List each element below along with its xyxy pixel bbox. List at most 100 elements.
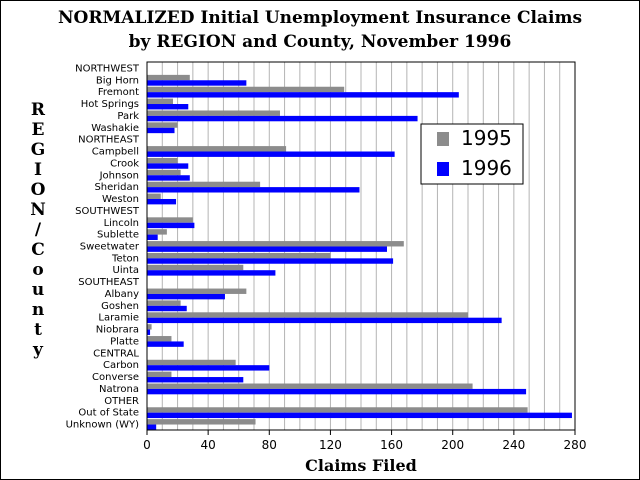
x-tick-label: 200 xyxy=(441,438,464,452)
x-tick-label: 280 xyxy=(564,438,587,452)
category-label: Sheridan xyxy=(94,182,139,193)
bar-1996-big-horn xyxy=(147,80,247,86)
chart-title-line2: by REGION and County, November 1996 xyxy=(128,32,512,52)
category-label: Albany xyxy=(105,289,139,300)
category-label: Washakie xyxy=(91,123,139,134)
y-axis-label-char: G xyxy=(30,140,46,160)
category-label: Crook xyxy=(110,158,139,169)
legend-swatch-1995 xyxy=(437,132,449,146)
category-label: Park xyxy=(117,111,139,122)
bar-1996-johnson xyxy=(147,175,190,181)
bar-1995-fremont xyxy=(147,86,345,93)
category-label: Niobrara xyxy=(96,325,139,336)
category-label: Campbell xyxy=(92,147,139,158)
bar-1995-hot-springs xyxy=(147,98,173,105)
category-label: Lincoln xyxy=(104,218,139,229)
chart-title: NORMALIZED Initial Unemployment Insuranc… xyxy=(0,6,640,54)
bar-1996-campbell xyxy=(147,151,395,157)
legend-swatch-1996 xyxy=(437,162,449,176)
category-label: NORTHEAST xyxy=(78,135,140,146)
bar-1995-sublette xyxy=(147,229,167,235)
y-axis-label-char: o xyxy=(32,260,44,280)
bar-1995-crook xyxy=(147,157,178,164)
y-axis-label-char: y xyxy=(33,340,43,360)
bar-1995-washakie xyxy=(147,122,178,128)
bar-1996-crook xyxy=(147,163,189,169)
category-label: Unknown (WY) xyxy=(66,420,139,431)
x-axis-label: Claims Filed xyxy=(305,456,417,475)
category-label: Fremont xyxy=(98,87,139,98)
bar-1995-natrona xyxy=(147,383,473,389)
bar-1995-park xyxy=(147,110,280,116)
bar-1995-campbell xyxy=(147,146,287,152)
category-label: Weston xyxy=(102,194,139,205)
category-label: CENTRAL xyxy=(93,348,139,359)
category-label: Uinta xyxy=(113,265,139,276)
bar-1995-laramie xyxy=(147,312,468,318)
bar-1996-unknown-wy xyxy=(147,424,157,430)
legend-label-1996: 1996 xyxy=(461,156,512,180)
category-label: Goshen xyxy=(101,301,139,312)
category-label: Laramie xyxy=(98,313,139,324)
y-axis-label-char: R xyxy=(30,100,46,120)
category-label: Sweetwater xyxy=(80,242,140,253)
category-label: Out of State xyxy=(78,408,139,419)
bar-1996-teton xyxy=(147,258,394,264)
bar-1996-natrona xyxy=(147,388,527,395)
y-axis-label-char: t xyxy=(34,320,42,340)
x-tick-label: 40 xyxy=(201,438,216,452)
bar-1996-goshen xyxy=(147,305,187,312)
category-label: Converse xyxy=(92,372,139,383)
y-axis-label-char: / xyxy=(34,220,42,240)
bar-1995-lincoln xyxy=(147,217,193,223)
bar-1996-park xyxy=(147,115,418,122)
bar-1996-lincoln xyxy=(147,222,195,229)
bar-1995-big-horn xyxy=(147,74,190,81)
category-label: Johnson xyxy=(99,170,139,181)
bar-1996-laramie xyxy=(147,317,502,324)
y-axis-label-char: O xyxy=(30,180,46,200)
bar-1996-hot-springs xyxy=(147,104,189,110)
x-tick-label: 80 xyxy=(262,438,277,452)
category-label: Platte xyxy=(110,336,139,347)
bar-1995-teton xyxy=(147,252,331,259)
category-label: SOUTHEAST xyxy=(78,277,140,288)
bar-1996-albany xyxy=(147,293,225,300)
bar-1996-out-of-state xyxy=(147,412,572,419)
y-axis-label-char: E xyxy=(31,120,45,140)
y-axis-label-char: u xyxy=(31,280,45,300)
bar-1996-uinta xyxy=(147,270,276,276)
bar-1996-sublette xyxy=(147,234,158,240)
category-label: NORTHWEST xyxy=(75,63,140,74)
bar-1995-unknown-wy xyxy=(147,419,256,425)
legend-label-1995: 1995 xyxy=(461,126,512,150)
bar-1995-converse xyxy=(147,371,172,378)
bar-1996-weston xyxy=(147,198,177,205)
category-label: Sublette xyxy=(97,230,139,241)
x-tick-label: 240 xyxy=(502,438,525,452)
category-label: Carbon xyxy=(103,360,139,371)
bar-1996-sweetwater xyxy=(147,246,387,252)
category-label: OTHER xyxy=(104,396,139,407)
plot-border xyxy=(146,61,576,431)
bar-1996-washakie xyxy=(147,127,175,134)
bar-1996-niobrara xyxy=(147,329,151,335)
bar-1995-albany xyxy=(147,288,247,294)
bar-1996-converse xyxy=(147,377,244,383)
x-tick-label: 0 xyxy=(143,438,151,452)
chart-title-line1: NORMALIZED Initial Unemployment Insuranc… xyxy=(57,8,583,28)
bar-1995-sheridan xyxy=(147,181,261,188)
bar-1995-goshen xyxy=(147,300,181,306)
bar-1996-fremont xyxy=(147,92,459,98)
category-label: Natrona xyxy=(99,384,139,395)
bar-1996-carbon xyxy=(147,365,270,371)
bar-1995-weston xyxy=(147,193,161,199)
x-tick-label: 120 xyxy=(319,438,342,452)
bar-1995-johnson xyxy=(147,169,181,176)
y-axis-label-char: n xyxy=(31,300,45,320)
bar-1995-sweetwater xyxy=(147,241,404,247)
category-label: Big Horn xyxy=(96,75,139,86)
category-label: Hot Springs xyxy=(81,99,139,110)
